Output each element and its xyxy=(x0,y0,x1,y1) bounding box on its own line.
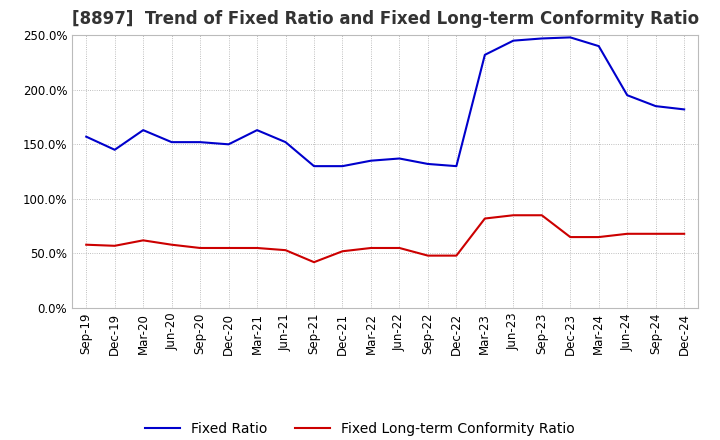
Fixed Ratio xyxy=(480,52,489,58)
Fixed Ratio xyxy=(167,139,176,145)
Fixed Long-term Conformity Ratio xyxy=(225,246,233,251)
Fixed Ratio xyxy=(139,128,148,133)
Title: [8897]  Trend of Fixed Ratio and Fixed Long-term Conformity Ratio: [8897] Trend of Fixed Ratio and Fixed Lo… xyxy=(71,10,699,28)
Fixed Ratio xyxy=(395,156,404,161)
Fixed Ratio xyxy=(310,164,318,169)
Fixed Ratio xyxy=(196,139,204,145)
Fixed Long-term Conformity Ratio xyxy=(623,231,631,236)
Line: Fixed Ratio: Fixed Ratio xyxy=(86,37,684,166)
Fixed Long-term Conformity Ratio xyxy=(452,253,461,258)
Fixed Long-term Conformity Ratio xyxy=(110,243,119,249)
Fixed Ratio xyxy=(338,164,347,169)
Fixed Long-term Conformity Ratio xyxy=(680,231,688,236)
Fixed Ratio xyxy=(110,147,119,152)
Fixed Long-term Conformity Ratio xyxy=(167,242,176,247)
Fixed Ratio xyxy=(652,103,660,109)
Fixed Ratio xyxy=(82,134,91,139)
Fixed Ratio xyxy=(423,161,432,167)
Fixed Long-term Conformity Ratio xyxy=(253,246,261,251)
Fixed Long-term Conformity Ratio xyxy=(423,253,432,258)
Fixed Ratio xyxy=(537,36,546,41)
Fixed Long-term Conformity Ratio xyxy=(652,231,660,236)
Fixed Long-term Conformity Ratio xyxy=(566,235,575,240)
Fixed Ratio xyxy=(680,107,688,112)
Fixed Long-term Conformity Ratio xyxy=(310,260,318,265)
Fixed Ratio xyxy=(452,164,461,169)
Fixed Long-term Conformity Ratio xyxy=(509,213,518,218)
Fixed Ratio xyxy=(253,128,261,133)
Fixed Ratio xyxy=(509,38,518,43)
Legend: Fixed Ratio, Fixed Long-term Conformity Ratio: Fixed Ratio, Fixed Long-term Conformity … xyxy=(140,417,580,440)
Fixed Long-term Conformity Ratio xyxy=(395,246,404,251)
Fixed Ratio xyxy=(366,158,375,163)
Line: Fixed Long-term Conformity Ratio: Fixed Long-term Conformity Ratio xyxy=(86,215,684,262)
Fixed Ratio xyxy=(282,139,290,145)
Fixed Ratio xyxy=(595,44,603,49)
Fixed Ratio xyxy=(623,92,631,98)
Fixed Long-term Conformity Ratio xyxy=(338,249,347,254)
Fixed Ratio xyxy=(225,142,233,147)
Fixed Long-term Conformity Ratio xyxy=(139,238,148,243)
Fixed Long-term Conformity Ratio xyxy=(282,248,290,253)
Fixed Long-term Conformity Ratio xyxy=(82,242,91,247)
Fixed Ratio xyxy=(566,35,575,40)
Fixed Long-term Conformity Ratio xyxy=(366,246,375,251)
Fixed Long-term Conformity Ratio xyxy=(595,235,603,240)
Fixed Long-term Conformity Ratio xyxy=(196,246,204,251)
Fixed Long-term Conformity Ratio xyxy=(537,213,546,218)
Fixed Long-term Conformity Ratio xyxy=(480,216,489,221)
